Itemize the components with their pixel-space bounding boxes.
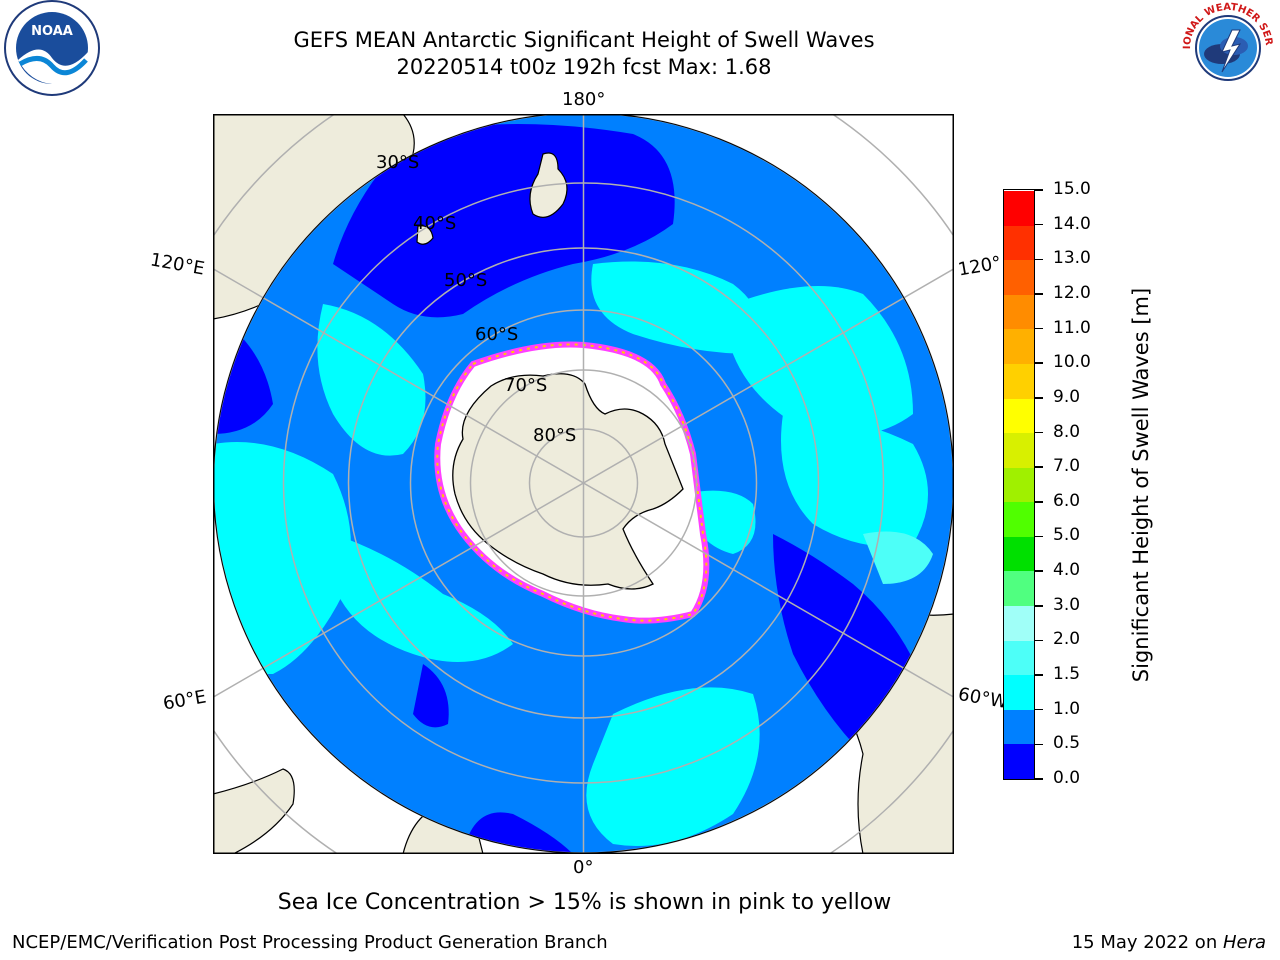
colorbar-segment [1004, 570, 1034, 607]
colorbar-tick-mark [1035, 778, 1043, 780]
noaa-logo-text: NOAA [31, 24, 73, 39]
colorbar-tick-label: 9.0 [1053, 386, 1081, 407]
noaa-logo: NOAA [4, 0, 100, 96]
colorbar-segment [1004, 640, 1034, 676]
colorbar-tick-label: 4.0 [1053, 560, 1081, 581]
colorbar-tick-label: 0.5 [1053, 733, 1081, 754]
colorbar-segment [1004, 225, 1034, 261]
footer-organization: NCEP/EMC/Verification Post Processing Pr… [12, 932, 608, 953]
colorbar [1003, 189, 1035, 780]
colorbar-segment [1004, 259, 1034, 295]
lat-label-70s: 70°S [504, 375, 548, 396]
colorbar-tick-mark [1035, 639, 1043, 642]
colorbar-segment [1004, 294, 1034, 330]
colorbar-tick-label: 14.0 [1053, 213, 1091, 234]
colorbar-tick-label: 2.0 [1053, 629, 1081, 650]
lat-label-40s: 40°S [413, 213, 457, 234]
lon-label-60e: 60°E [161, 686, 208, 715]
colorbar-tick-mark [1035, 535, 1043, 538]
footer-date: 15 May 2022 on Hera [1071, 932, 1266, 953]
colorbar-segment [1004, 743, 1034, 779]
colorbar-tick-label: 15.0 [1053, 179, 1091, 199]
colorbar-segment [1004, 432, 1034, 468]
colorbar-tick-label: 7.0 [1053, 456, 1081, 477]
map-panel [213, 114, 954, 854]
lon-label-0: 0° [573, 857, 594, 878]
colorbar-tick-mark [1035, 605, 1043, 607]
chart-title: GEFS MEAN Antarctic Significant Height o… [293, 28, 875, 52]
colorbar-segment [1004, 363, 1034, 399]
colorbar-tick-label: 0.0 [1053, 768, 1081, 788]
colorbar-segment [1004, 190, 1034, 226]
colorbar-tick-label: 10.0 [1053, 352, 1091, 373]
colorbar-tick-label: 12.0 [1053, 282, 1091, 303]
lat-label-30s: 30°S [376, 152, 420, 173]
nws-logo: NATIONAL WEATHER SERVICE [1176, 0, 1274, 94]
colorbar-tick-mark [1035, 501, 1043, 503]
polar-map [213, 114, 954, 854]
colorbar-tick-label: 13.0 [1053, 248, 1091, 269]
lon-label-60w: 60°W [956, 683, 1010, 714]
lat-label-60s: 60°S [475, 324, 519, 345]
colorbar-tick-label: 1.0 [1053, 698, 1081, 719]
colorbar-tick-label: 8.0 [1053, 421, 1081, 442]
lon-label-120w: 120° [956, 252, 1003, 281]
colorbar-tick-mark [1035, 466, 1043, 468]
colorbar-tick-label: 1.5 [1053, 664, 1081, 685]
footer-machine: Hera [1222, 932, 1266, 953]
colorbar-segment [1004, 536, 1034, 572]
colorbar-segment [1004, 328, 1034, 364]
lon-label-180: 180° [562, 89, 606, 110]
colorbar-tick-mark [1035, 570, 1043, 572]
colorbar-tick-label: 5.0 [1053, 525, 1081, 546]
colorbar-segment [1004, 709, 1034, 745]
colorbar-tick-mark [1035, 674, 1043, 676]
colorbar-tick-mark [1035, 293, 1043, 295]
chart-subtitle: 20220514 t00z 192h fcst Max: 1.68 [396, 55, 772, 79]
colorbar-tick-mark [1035, 223, 1043, 226]
colorbar-tick-label: 3.0 [1053, 594, 1081, 615]
colorbar-tick-mark [1035, 258, 1043, 261]
colorbar-segment [1004, 674, 1034, 710]
colorbar-segment [1004, 501, 1034, 537]
colorbar-tick-mark [1035, 327, 1043, 330]
sea-ice-note: Sea Ice Concentration > 15% is shown in … [277, 890, 892, 915]
colorbar-tick-mark [1035, 743, 1043, 746]
colorbar-segment [1004, 467, 1034, 503]
colorbar-tick-mark [1035, 362, 1043, 364]
colorbar-tick-mark [1035, 397, 1043, 399]
colorbar-segment [1004, 398, 1034, 434]
lat-label-50s: 50°S [444, 270, 488, 291]
colorbar-tick-label: 11.0 [1053, 317, 1091, 338]
colorbar-tick-label: 6.0 [1053, 490, 1081, 511]
colorbar-tick-mark [1035, 431, 1043, 434]
colorbar-label: Significant Height of Swell Waves [m] [1129, 287, 1153, 683]
colorbar-tick-mark [1035, 189, 1043, 191]
colorbar-tick-mark [1035, 708, 1043, 711]
lat-label-80s: 80°S [533, 425, 577, 446]
colorbar-segment [1004, 605, 1034, 641]
lon-label-120e: 120°E [148, 249, 207, 280]
